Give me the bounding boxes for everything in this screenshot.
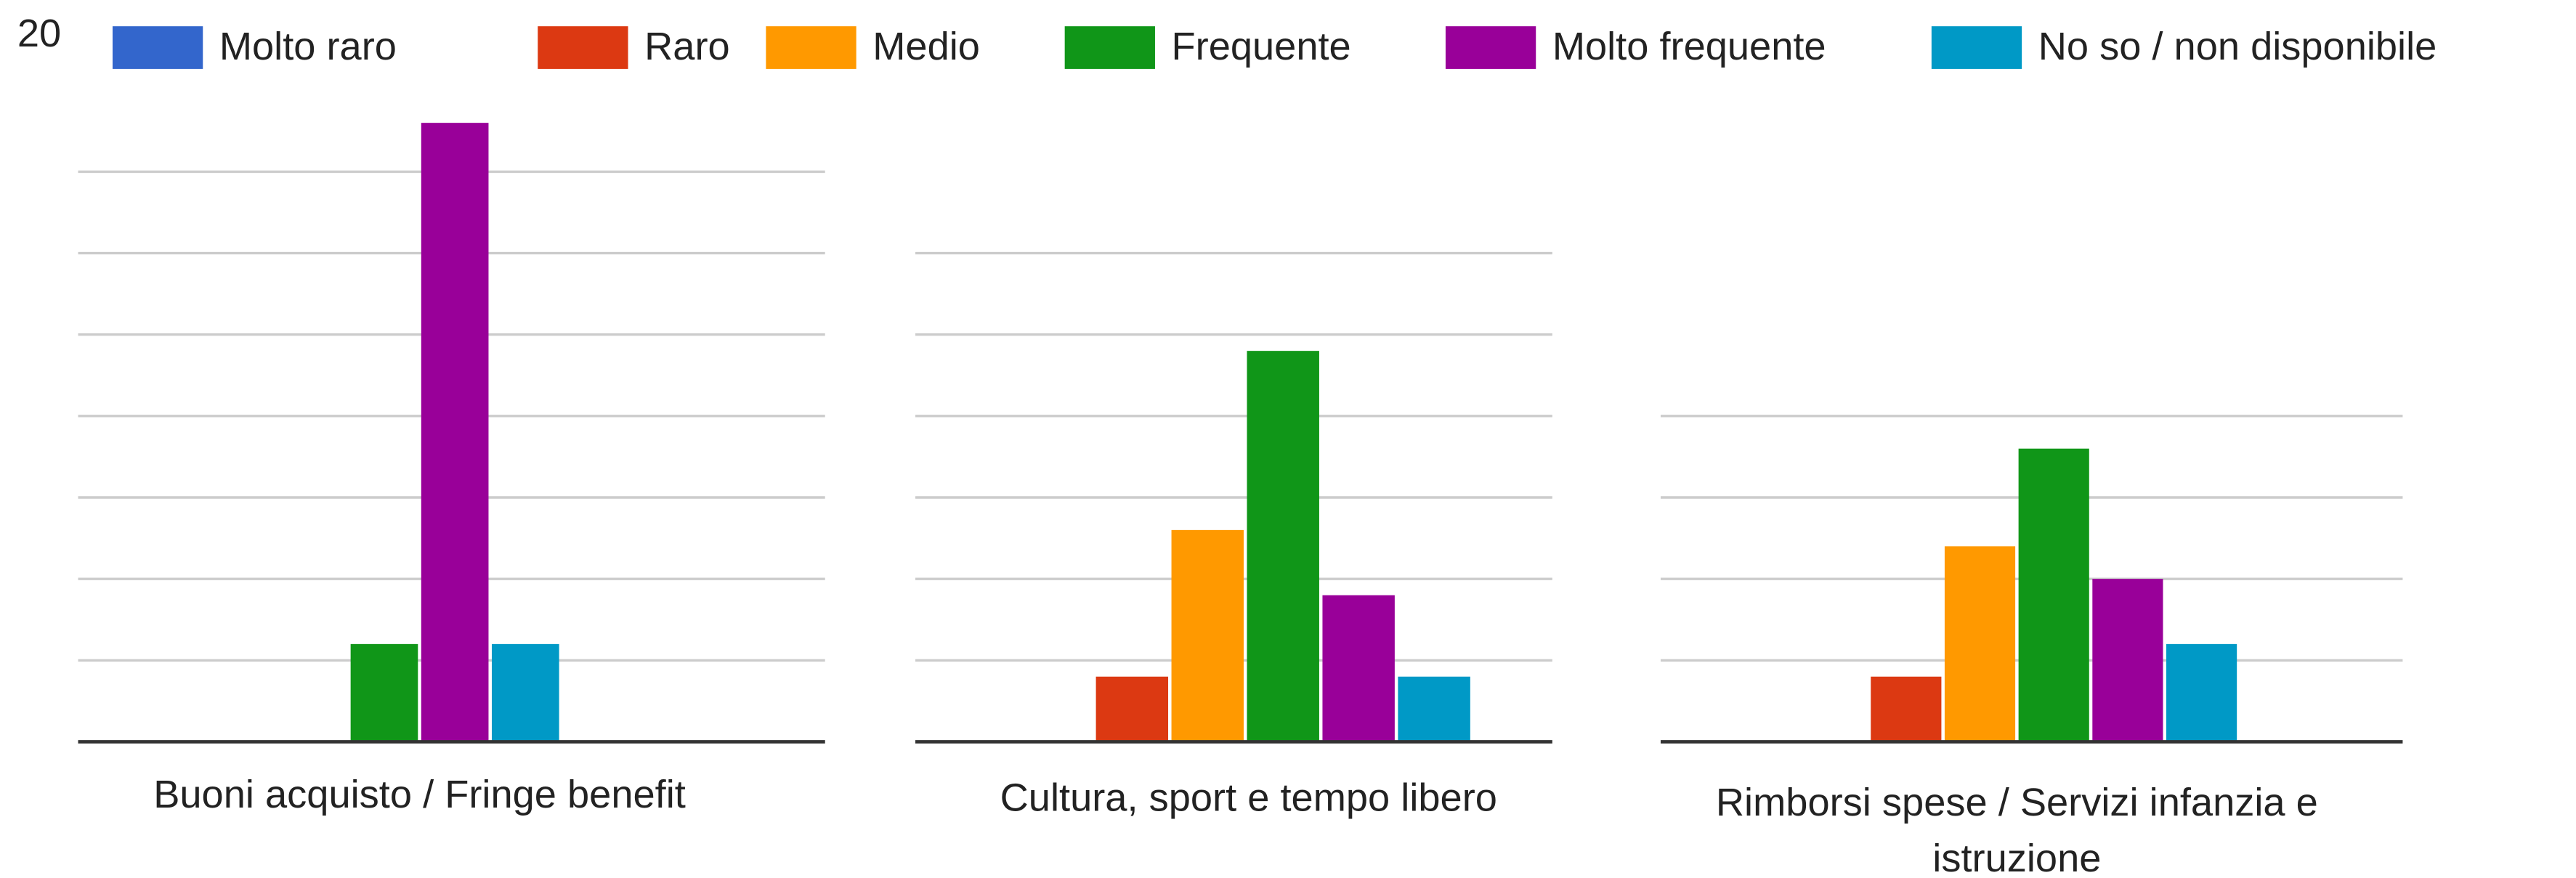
bar [350,643,418,742]
legend-swatch [1931,26,2022,69]
legend-label: Molto frequente [1552,25,1826,68]
legend-swatch [1445,26,1536,69]
legend-swatch [538,26,628,69]
bar [2018,448,2089,742]
legend-label: Raro [644,25,730,68]
legend-swatch [766,26,856,69]
bar [1171,529,1244,742]
bar [1944,546,2016,742]
bar [1247,351,1319,742]
bar [421,123,489,742]
bar [2092,579,2163,742]
y-tick-label: 20 [17,12,61,55]
legend-label: Molto raro [219,25,397,68]
x-tick-label: Cultura, sport e tempo libero [1000,776,1497,821]
x-tick-label: Buoni acquisto / Fringe benefit [153,773,686,818]
legend-swatch [1064,26,1155,69]
bar [2166,643,2237,742]
x-label-box: Buoni acquisto / Fringe benefit [153,773,686,818]
legend-label: Frequente [1172,25,1351,68]
x-tick-label: Rimborsi spese / Servizi infanzia e istr… [1715,781,2318,878]
legend-label: Medio [872,25,980,68]
bar [1095,676,1169,742]
x-label-box: Rimborsi spese / Servizi infanzia e istr… [1715,781,2318,878]
bar [491,643,559,742]
bar [1322,595,1395,742]
x-label-box: Cultura, sport e tempo libero [1000,776,1497,821]
legend-swatch [112,26,203,69]
bar [1871,676,1942,742]
bar [1398,676,1470,742]
legend-label: No so / non disponibile [2038,25,2437,68]
